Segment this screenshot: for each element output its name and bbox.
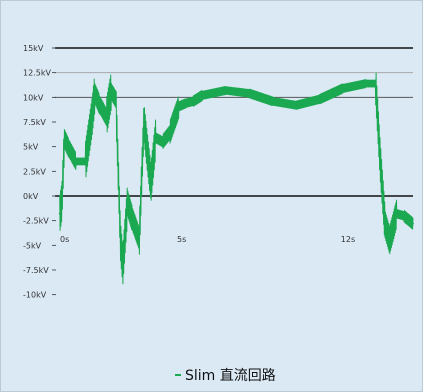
series-point-19	[154, 136, 157, 139]
series-point-31	[341, 87, 344, 90]
series-point-7	[93, 92, 96, 95]
y-tick-label-1: 12.5kV	[23, 69, 51, 78]
series-line-0	[59, 72, 414, 285]
series-point-14	[126, 202, 129, 204]
series-point-34	[379, 159, 382, 162]
series-point-20	[161, 140, 164, 143]
y-tick-label-0: 15kV	[23, 44, 44, 53]
x-tick-label-1: 5s	[177, 235, 186, 244]
series-point-10	[110, 90, 113, 93]
y-tick-label-6: 0kV	[23, 192, 39, 201]
series-point-30	[318, 98, 321, 101]
series-point-38	[402, 214, 405, 217]
series-point-33	[374, 82, 377, 85]
y-tick-label-3: 7.5kV	[23, 118, 46, 127]
x-tick-label-0: 0s	[60, 235, 69, 244]
series-point-8	[98, 103, 101, 106]
series-point-0	[58, 212, 61, 215]
series-point-23	[185, 102, 187, 105]
series-point-32	[365, 82, 368, 85]
series-layer	[58, 72, 414, 285]
series-point-16	[138, 237, 141, 240]
series-point-37	[395, 212, 398, 215]
y-tick-label-2: 10kV	[23, 93, 44, 102]
y-axis-ticks: 15kV 12.5kV 10kV 7.5kV 5kV 2.5kV 0kV -2.5kV -5kV…	[23, 44, 56, 300]
x-tick-label-2: 12s	[341, 235, 355, 244]
series-point-4	[75, 160, 77, 163]
series-point-15	[131, 217, 134, 220]
series-point-18	[150, 182, 152, 185]
series-point-24	[192, 100, 194, 103]
series-point-9	[105, 116, 108, 118]
series-point-27	[248, 92, 251, 95]
y-tick-label-5: 2.5kV	[23, 167, 46, 176]
series-point-22	[178, 105, 180, 108]
y-tick-label-10: -10kV	[23, 291, 47, 300]
series-point-28	[271, 100, 274, 103]
series-point-17	[143, 121, 145, 123]
series-point-21	[168, 131, 171, 134]
series-point-6	[91, 113, 94, 116]
legend-swatch	[175, 374, 181, 376]
legend: Slim 直流回路	[175, 365, 276, 385]
series-point-13	[121, 264, 124, 266]
series-point-2	[63, 137, 66, 140]
series-point-11	[114, 98, 117, 101]
series-point-12	[119, 240, 122, 243]
y-tick-label-4: 5kV	[23, 143, 39, 152]
series-point-29	[295, 104, 297, 107]
y-tick-label-9: -7.5kV	[23, 266, 49, 275]
series-point-26	[224, 89, 227, 92]
series-point-35	[384, 222, 386, 225]
series-point-36	[388, 239, 391, 242]
y-tick-label-8: -5kV	[23, 241, 42, 250]
y-tick-label-7: -2.5kV	[23, 217, 49, 226]
series-point-3	[68, 147, 70, 150]
series-point-5	[84, 160, 87, 163]
series-point-1	[61, 200, 63, 202]
series-point-25	[201, 94, 204, 97]
legend-label: Slim 直流回路	[185, 368, 276, 384]
x-axis-ticks: 0s 5s 12s	[60, 235, 355, 244]
series-point-39	[412, 222, 414, 225]
